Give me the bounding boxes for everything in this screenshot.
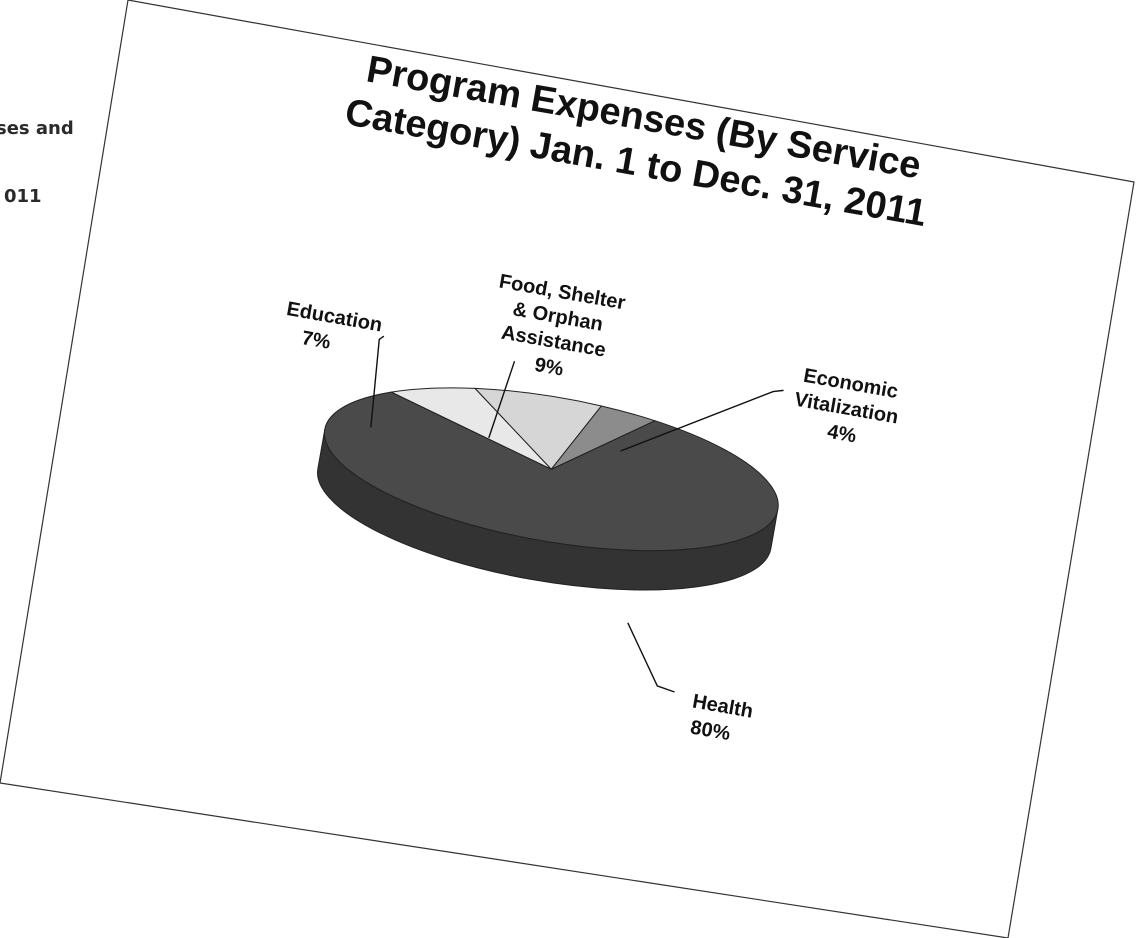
cropped-caption-line-2: 011 (4, 186, 42, 207)
leader-line-food (488, 360, 516, 439)
pie-3d (317, 387, 779, 591)
leader-line-economic (620, 389, 784, 452)
pie-slice-education (389, 387, 552, 470)
label-education-pct: 7% (300, 327, 333, 354)
label-economic-pct: 4% (826, 421, 859, 448)
pie-slice-food-shelter-orphan (473, 387, 603, 471)
pie-slice-health (324, 391, 779, 552)
leader-line-education (370, 335, 385, 428)
cropped-caption-line-1: ses and (0, 118, 74, 139)
label-food-pct: 9% (533, 354, 566, 381)
pie-slice-economic-vitalization (550, 405, 657, 470)
leader-line-health (627, 622, 675, 693)
